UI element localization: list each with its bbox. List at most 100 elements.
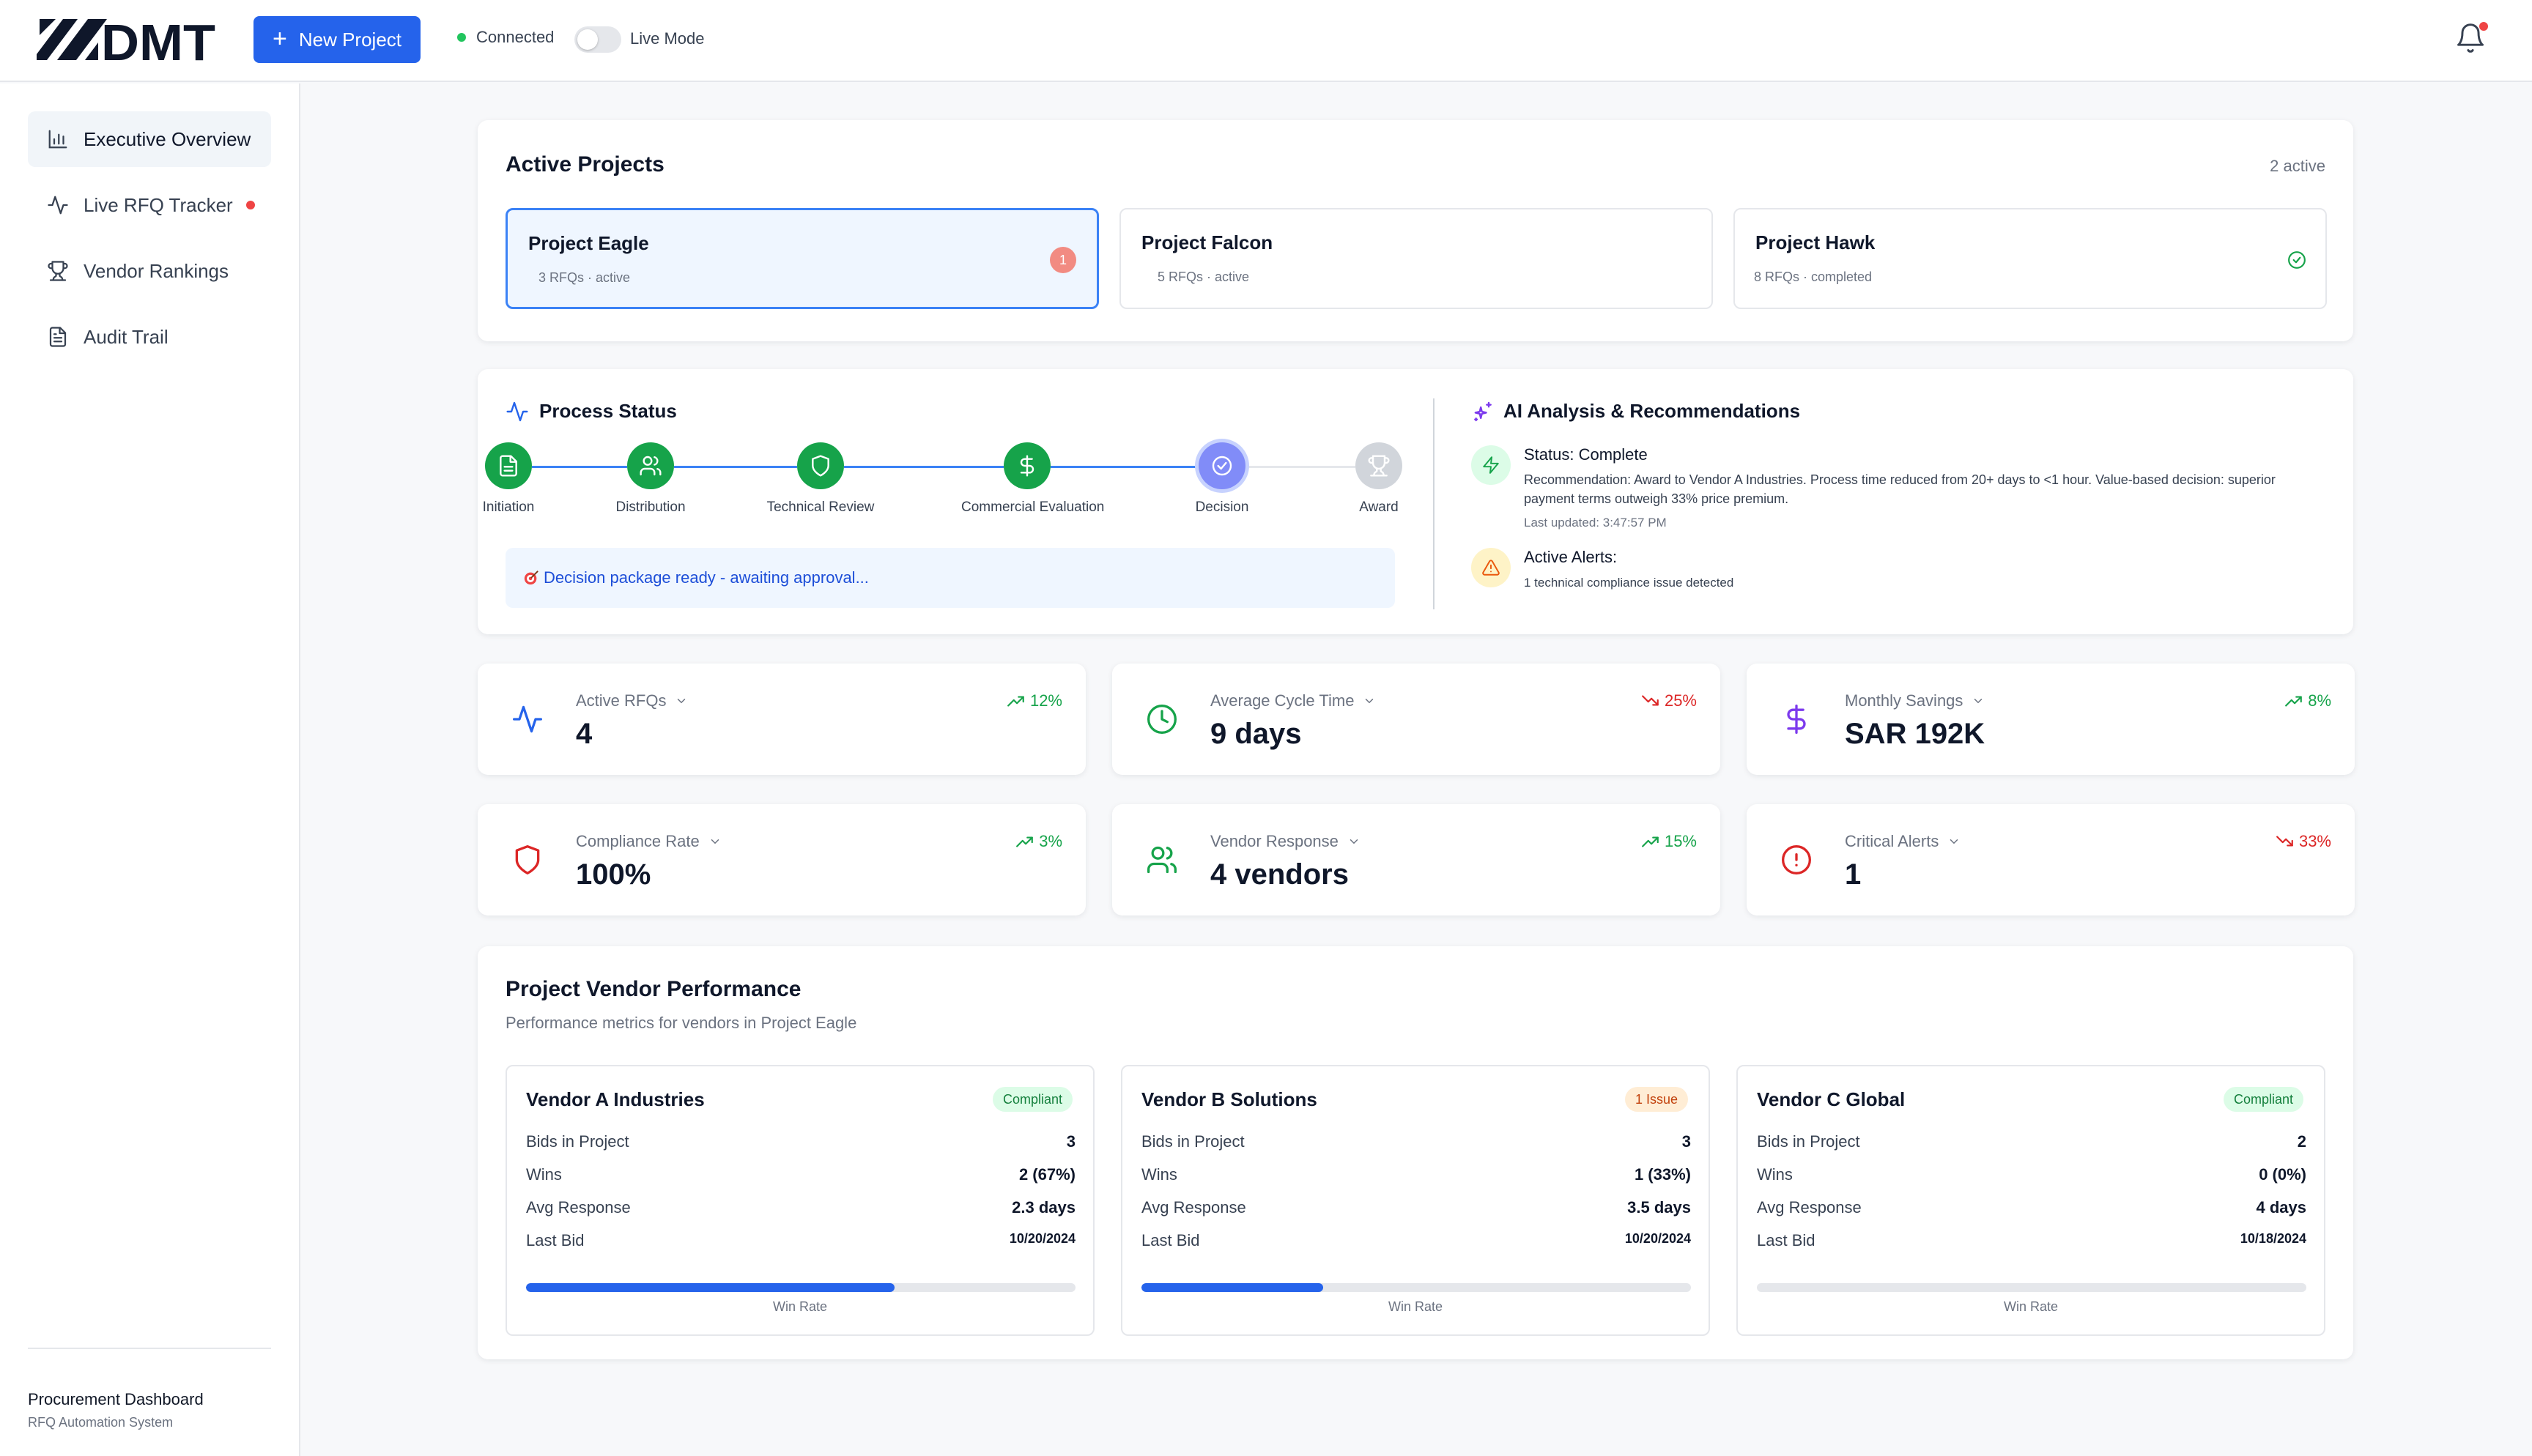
vendor-name: Vendor A Industries (526, 1088, 705, 1110)
shield-icon (515, 845, 540, 874)
chevron-down-icon[interactable] (1347, 835, 1361, 848)
trend-badge: 3% (1015, 832, 1062, 851)
connected-dot-icon (457, 33, 466, 42)
step-connector (674, 466, 797, 468)
trend-badge: 25% (1641, 691, 1697, 710)
step-technical-review[interactable]: Technical Review (755, 442, 886, 516)
process-status-card: Process Status Initiation Distribution T… (478, 369, 2353, 634)
active-projects-title: Active Projects (506, 152, 665, 177)
vendor-name: Vendor C Global (1757, 1088, 1906, 1110)
sparkles-icon (1474, 401, 1492, 422)
project-card-hawk[interactable]: Project Hawk 8 RFQs · completed (1733, 208, 2327, 309)
vendor-card-a[interactable]: Vendor A Industries Compliant Bids in Pr… (506, 1065, 1095, 1336)
ai-recommendation: Recommendation: Award to Vendor A Indust… (1524, 472, 2276, 506)
last-bid-row: Last Bid 10/20/2024 (1141, 1231, 1691, 1249)
connection-status-label: Connected (476, 28, 555, 46)
avg-response-row: Avg Response 3.5 days (1141, 1198, 1691, 1217)
win-rate-bar (526, 1283, 1076, 1292)
notification-dot (2479, 22, 2488, 31)
step-award[interactable]: Award (1313, 442, 1445, 516)
sidebar-item-executive-overview[interactable]: Executive Overview (28, 111, 271, 167)
dmt-logo[interactable]: DMT (37, 18, 215, 62)
trend-badge: 12% (1007, 691, 1062, 710)
connection-status: Connected (457, 28, 554, 47)
bids-row: Bids in Project 3 (526, 1132, 1076, 1151)
vendor-performance-subtitle: Performance metrics for vendors in Proje… (506, 1014, 857, 1032)
bids-row: Bids in Project 2 (1757, 1132, 2306, 1151)
ai-status-row: Status: Complete Recommendation: Award t… (1471, 445, 2314, 533)
metric-card-average-cycle-time[interactable]: Average Cycle Time 9 days 25% (1112, 664, 1720, 775)
activity-icon (506, 401, 528, 422)
project-meta: 8 RFQs · completed (1754, 270, 1873, 284)
live-mode-toggle[interactable] (574, 26, 621, 53)
vendor-card-b[interactable]: Vendor B Solutions 1 Issue Bids in Proje… (1121, 1065, 1710, 1336)
alert-circle-icon (1782, 845, 1811, 874)
step-commercial-evaluation[interactable]: Commercial Evaluation (961, 442, 1104, 516)
shield-icon (797, 442, 844, 489)
active-count: 2 active (2270, 157, 2325, 175)
chevron-down-icon[interactable] (1363, 694, 1376, 707)
chevron-down-icon[interactable] (1972, 694, 1985, 707)
process-status-message: Decision package ready - awaiting approv… (506, 548, 1395, 608)
project-name: Project Eagle (528, 232, 649, 254)
step-connector (1245, 466, 1355, 468)
sidebar-item-live-rfq-tracker[interactable]: Live RFQ Tracker (28, 177, 271, 233)
project-card-eagle[interactable]: Project Eagle 3 RFQs · active 1 (506, 208, 1099, 309)
chevron-down-icon[interactable] (708, 835, 722, 848)
trending-up-icon (1007, 696, 1024, 707)
metric-label: Critical Alerts (1845, 832, 1961, 851)
wins-row: Wins 1 (33%) (1141, 1165, 1691, 1184)
notification-bell-icon[interactable] (2454, 22, 2487, 54)
sidebar-footer-subtitle: RFQ Automation System (28, 1415, 174, 1430)
win-rate-label: Win Rate (772, 1299, 828, 1314)
check-circle-icon (1199, 442, 1245, 489)
ai-last-updated: Last updated: 3:47:57 PM (1524, 516, 1667, 530)
metric-card-critical-alerts[interactable]: Critical Alerts 1 33% (1747, 804, 2355, 915)
project-name: Project Falcon (1141, 231, 1273, 253)
users-icon (627, 442, 674, 489)
new-project-label: New Project (298, 28, 401, 51)
sidebar-divider (28, 1348, 271, 1349)
trending-down-icon (1642, 695, 1659, 706)
sidebar: Executive Overview Live RFQ Tracker Vend… (0, 83, 300, 1456)
step-distribution[interactable]: Distribution (585, 442, 717, 516)
sidebar-item-vendor-rankings[interactable]: Vendor Rankings (28, 243, 271, 299)
trending-up-icon (2285, 696, 2303, 707)
status-message-text: Decision package ready - awaiting approv… (544, 568, 869, 587)
metric-card-active-rfqs[interactable]: Active RFQs 4 12% (478, 664, 1086, 775)
step-label: Decision (1195, 499, 1249, 515)
trending-down-icon (2276, 836, 2293, 847)
new-project-button[interactable]: + New Project (253, 16, 421, 63)
sidebar-item-label: Executive Overview (84, 127, 251, 150)
trend-badge: 15% (1641, 832, 1697, 851)
trend-badge: 33% (2276, 832, 2331, 851)
metric-card-compliance-rate[interactable]: Compliance Rate 100% 3% (478, 804, 1086, 915)
plus-icon: + (272, 24, 287, 53)
file-text-icon (49, 327, 67, 347)
metric-card-monthly-savings[interactable]: Monthly Savings SAR 192K 8% (1747, 664, 2355, 775)
alert-dot (245, 201, 255, 209)
sidebar-item-label: Live RFQ Tracker (84, 193, 233, 216)
active-projects-card: Active Projects 2 active Project Eagle 3… (478, 120, 2353, 341)
project-meta: 5 RFQs · active (1158, 270, 1250, 284)
ai-alerts-row: Active Alerts: 1 technical compliance is… (1471, 548, 2314, 599)
step-label: Distribution (615, 499, 686, 515)
step-decision[interactable]: Decision (1156, 442, 1288, 516)
alert-triangle-icon (1471, 548, 1511, 587)
project-card-falcon[interactable]: Project Falcon 5 RFQs · active (1119, 208, 1713, 309)
zap-icon (1471, 445, 1511, 485)
check-circle-icon (2288, 251, 2306, 269)
compliance-badge: Compliant (992, 1087, 1073, 1112)
metric-label: Vendor Response (1210, 832, 1361, 851)
vendor-name: Vendor B Solutions (1141, 1088, 1317, 1110)
last-bid-row: Last Bid 10/20/2024 (526, 1231, 1076, 1249)
chevron-down-icon[interactable] (675, 694, 688, 707)
step-connector (1051, 466, 1199, 468)
trophy-icon (1355, 442, 1402, 489)
step-initiation[interactable]: Initiation (443, 442, 574, 516)
sidebar-item-audit-trail[interactable]: Audit Trail (28, 309, 271, 365)
chevron-down-icon[interactable] (1947, 835, 1961, 848)
vendor-card-c[interactable]: Vendor C Global Compliant Bids in Projec… (1736, 1065, 2325, 1336)
metric-card-vendor-response[interactable]: Vendor Response 4 vendors 15% (1112, 804, 1720, 915)
vendor-performance-card: Project Vendor Performance Performance m… (478, 946, 2353, 1359)
